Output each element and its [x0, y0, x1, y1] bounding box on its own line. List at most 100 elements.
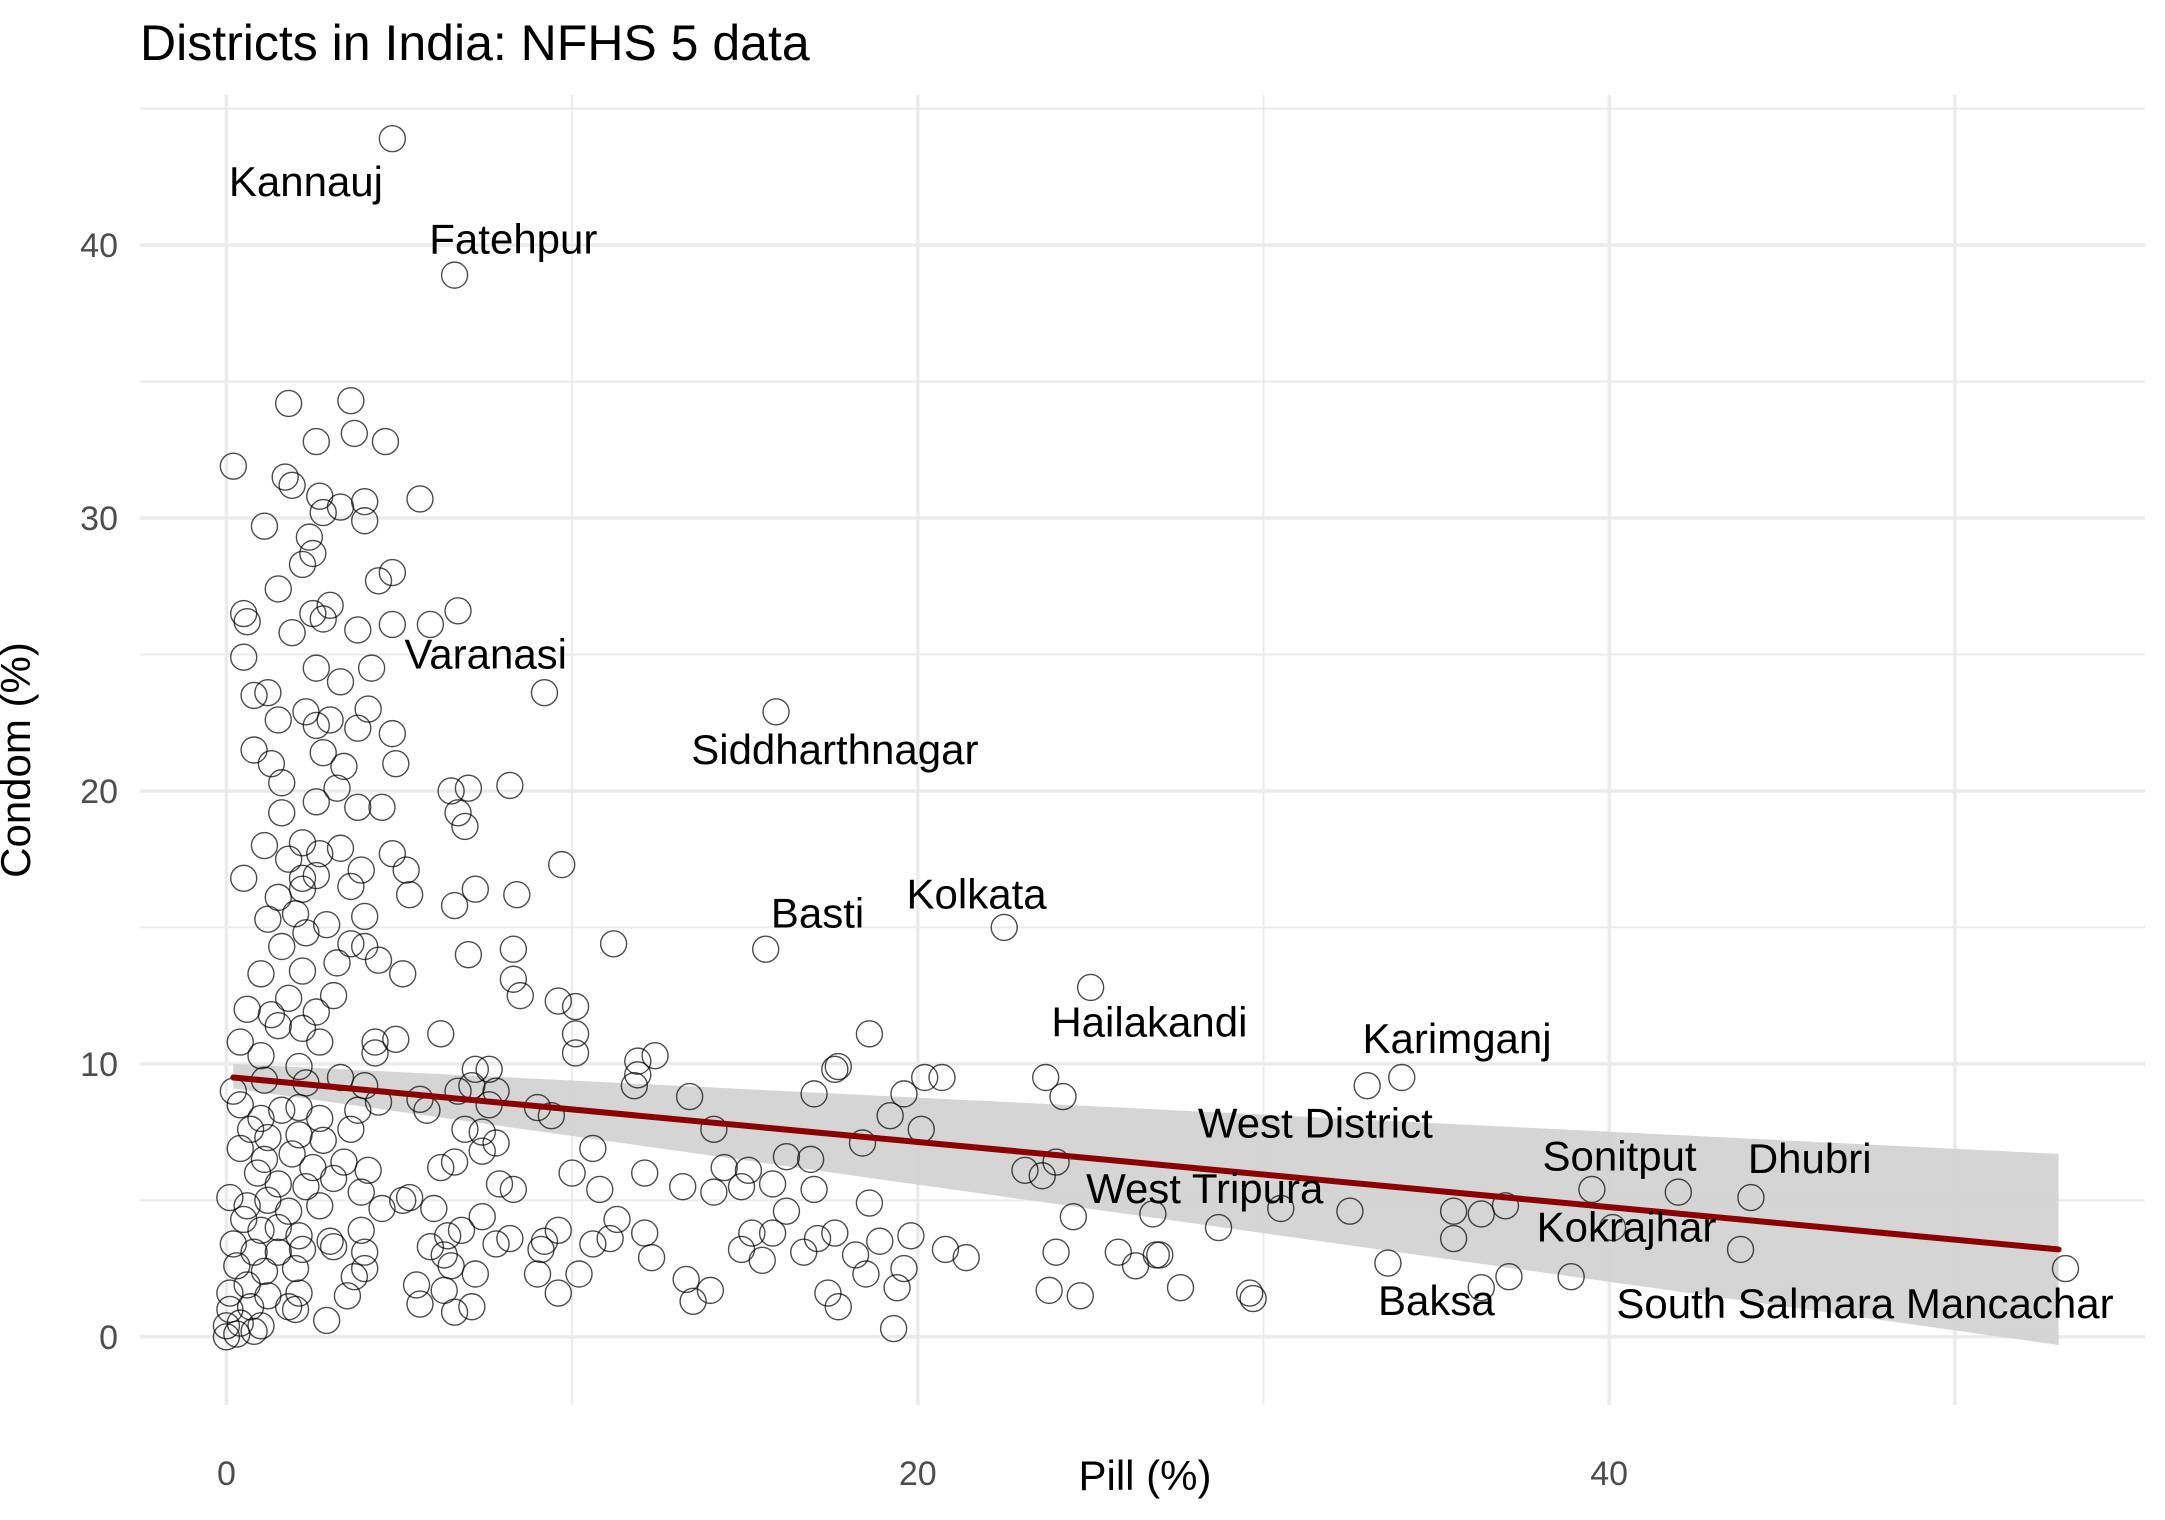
data-point — [433, 1222, 462, 1250]
data-point — [1139, 1200, 1167, 1228]
data-point — [848, 1129, 877, 1157]
data-point — [281, 900, 310, 928]
data-point — [236, 1115, 265, 1144]
district-label: West District — [1198, 1100, 1433, 1147]
data-point — [1204, 1213, 1233, 1242]
data-point — [796, 1145, 825, 1174]
data-point — [378, 719, 407, 748]
district-label: Kannauj — [229, 158, 383, 205]
data-point — [236, 1293, 265, 1321]
data-point — [230, 864, 258, 892]
data-point — [440, 1148, 469, 1176]
data-point — [544, 1279, 572, 1307]
data-point — [316, 706, 344, 734]
data-point — [931, 1235, 960, 1264]
data-point — [879, 1314, 908, 1343]
data-point — [1495, 1263, 1523, 1291]
data-point — [281, 1254, 310, 1283]
data-point — [309, 605, 337, 633]
data-point — [1239, 1284, 1267, 1313]
data-point — [288, 864, 317, 892]
data-point — [330, 1148, 358, 1176]
data-point — [357, 654, 386, 682]
data-point — [264, 706, 292, 734]
data-point — [233, 1192, 261, 1220]
data-point — [561, 1039, 590, 1067]
trend-line — [230, 1074, 2062, 1253]
data-point — [240, 1238, 268, 1266]
data-point — [302, 998, 331, 1026]
x-tick-label: 40 — [1590, 1455, 1628, 1493]
data-point — [337, 1115, 365, 1144]
data-point — [378, 840, 407, 868]
data-point — [503, 880, 531, 909]
data-point — [416, 1233, 445, 1261]
data-point — [378, 558, 407, 587]
data-point — [565, 1260, 593, 1288]
data-point — [264, 1011, 292, 1040]
data-point — [821, 1055, 849, 1084]
data-point — [323, 774, 351, 802]
data-point — [216, 1279, 244, 1307]
data-point — [344, 1096, 372, 1124]
district-label: South Salmara Mancachar — [1616, 1280, 2113, 1327]
data-point — [337, 386, 365, 415]
data-point — [233, 608, 261, 636]
data-point — [382, 749, 410, 778]
data-point — [340, 1263, 369, 1291]
data-point — [278, 1140, 306, 1168]
data-point — [1166, 1273, 1195, 1302]
data-point — [354, 695, 382, 723]
district-label: Sonitput — [1542, 1132, 1696, 1179]
data-point — [537, 1102, 566, 1130]
data-point — [1042, 1148, 1070, 1176]
data-point — [468, 1202, 496, 1231]
data-point — [302, 654, 331, 682]
data-point — [247, 1041, 275, 1070]
data-point — [219, 1230, 248, 1258]
data-point — [285, 1121, 313, 1149]
data-point — [990, 913, 1018, 942]
axis-ticks: 0 20 40 0 10 20 30 40 — [80, 227, 1628, 1493]
data-point — [444, 799, 472, 827]
data-point — [1374, 1249, 1402, 1277]
data-point — [285, 1093, 313, 1122]
data-point — [444, 1077, 472, 1105]
data-point — [371, 427, 400, 456]
data-point — [530, 678, 559, 707]
data-point — [1011, 1156, 1039, 1184]
data-point — [323, 949, 351, 977]
data-point — [326, 668, 355, 696]
district-label: Karimganj — [1363, 1015, 1552, 1062]
data-point — [437, 777, 465, 805]
data-point — [758, 1219, 787, 1247]
data-point — [344, 714, 372, 742]
data-point — [1737, 1183, 1765, 1212]
data-point — [496, 1224, 524, 1253]
data-point — [392, 856, 420, 884]
data-point — [1336, 1197, 1364, 1225]
data-point — [389, 960, 417, 988]
data-point — [482, 1230, 510, 1258]
data-point — [1032, 1063, 1060, 1092]
data-point — [679, 1287, 707, 1315]
data-point — [440, 1298, 469, 1326]
data-point — [748, 1246, 776, 1275]
data-point — [226, 1091, 254, 1119]
data-point — [451, 812, 479, 841]
data-point — [1557, 1263, 1585, 1291]
data-point — [427, 1020, 455, 1048]
data-point — [911, 1063, 939, 1092]
data-point — [233, 995, 261, 1023]
data-point — [306, 1028, 334, 1056]
data-point — [631, 1219, 659, 1247]
data-point — [1035, 1276, 1063, 1305]
data-point — [292, 919, 320, 947]
data-point — [672, 1265, 700, 1294]
data-point — [350, 902, 379, 931]
data-point — [268, 769, 296, 797]
data-point — [855, 1020, 884, 1048]
data-point — [347, 1216, 375, 1245]
data-point — [599, 930, 628, 958]
